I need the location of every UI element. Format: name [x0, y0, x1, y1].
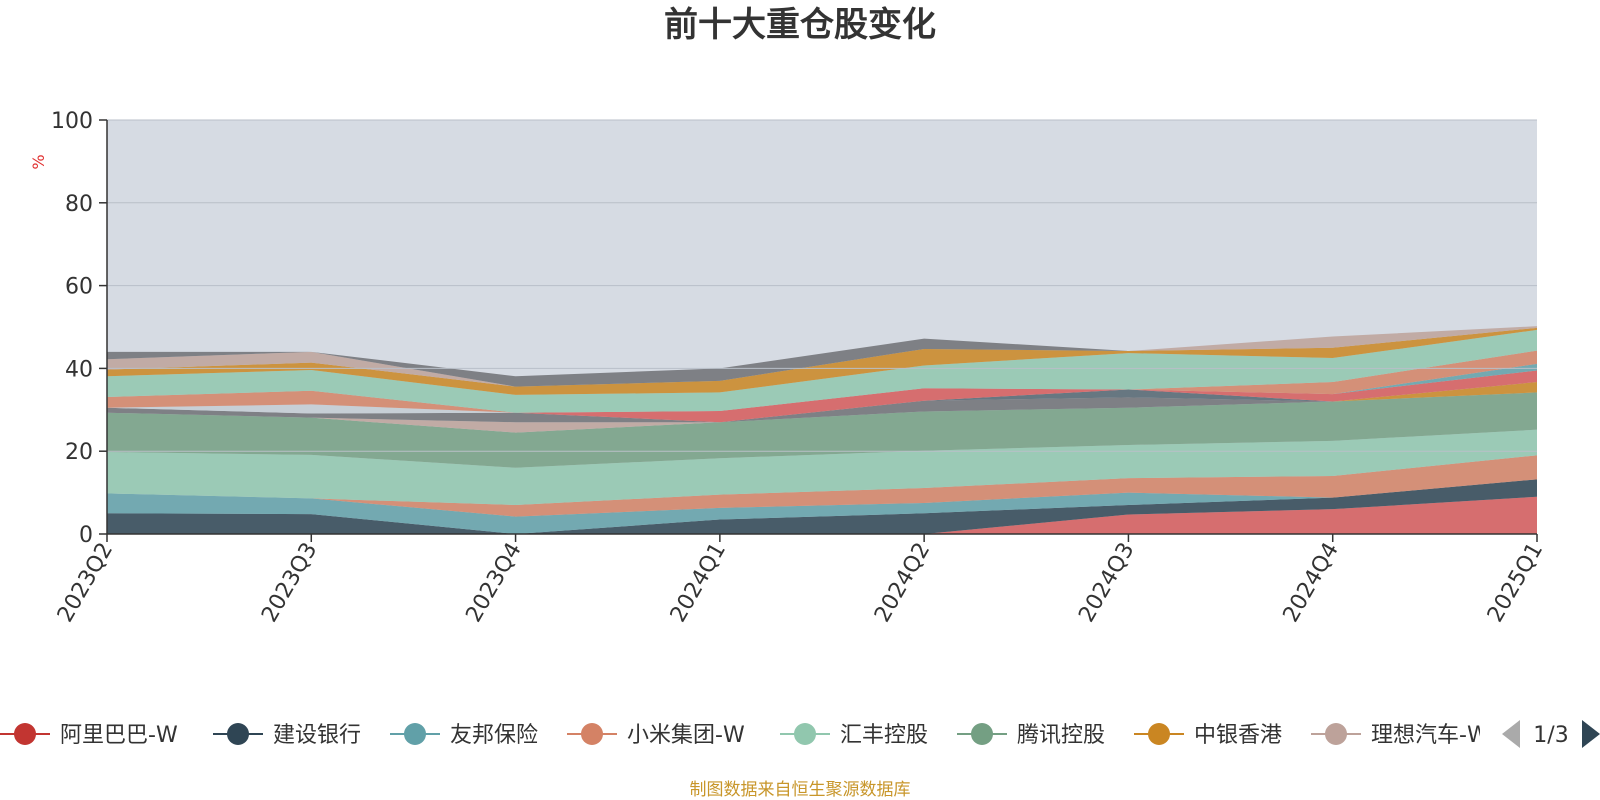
gridlines	[107, 119, 1537, 452]
x-tick-label: 2023Q2	[53, 539, 118, 627]
legend-item-6[interactable]: 腾讯控股	[957, 723, 1105, 748]
legend-label: 腾讯控股	[1017, 723, 1105, 748]
area-series-11	[107, 382, 1537, 423]
legend-page-indicator: 1/3	[1533, 723, 1568, 748]
y-tick-label: 60	[65, 275, 93, 300]
legend-item-5[interactable]: 汇丰控股	[780, 723, 928, 748]
area-series-12	[107, 370, 1537, 423]
x-tick-label: 2024Q3	[1074, 539, 1139, 627]
x-tick-label: 2024Q1	[666, 539, 731, 627]
area-series-15	[107, 329, 1537, 413]
y-tick-label: 100	[51, 109, 93, 134]
legend-item-2[interactable]: 建设银行	[213, 723, 361, 748]
x-tick-label: 2025Q1	[1483, 539, 1548, 627]
x-tick-label: 2023Q4	[461, 539, 526, 627]
legend-item-7[interactable]: 中银香港	[1134, 723, 1282, 748]
legend-marker	[794, 723, 816, 745]
legend-pager: 1/3	[1502, 720, 1600, 748]
legend-marker	[971, 723, 993, 745]
legend-marker	[1148, 723, 1170, 745]
legend-marker	[404, 723, 426, 745]
legend-item-3[interactable]: 友邦保险	[390, 723, 538, 748]
legend-item-1[interactable]: 阿里巴巴-W	[0, 723, 178, 748]
x-tick-label: 2024Q2	[870, 539, 935, 627]
legend-item-8[interactable]: 理想汽车-W	[1311, 723, 1489, 748]
area-series-group	[107, 326, 1537, 534]
area-series-4	[107, 455, 1537, 517]
source-note: 制图数据来自恒生聚源数据库	[690, 780, 911, 800]
x-tick-label: 2024Q4	[1279, 539, 1344, 627]
legend-marker	[581, 723, 603, 745]
area-series-5	[107, 429, 1537, 506]
legend-label: 小米集团-W	[627, 723, 745, 748]
legend-marker	[1325, 723, 1347, 745]
y-tick-label: 0	[79, 523, 93, 548]
area-series-1	[107, 496, 1537, 534]
legend-marker	[14, 723, 36, 745]
legend: 阿里巴巴-W 建设银行 友邦保险 小米集团-W 汇丰控股 腾讯控股 中银香港 理想汽车-W	[0, 723, 1489, 748]
y-tick-label: 40	[65, 357, 93, 382]
x-tick-label: 2023Q3	[257, 539, 322, 627]
legend-label: 阿里巴巴-W	[60, 723, 178, 748]
legend-label: 理想汽车-W	[1371, 723, 1489, 748]
area-series-9	[107, 382, 1537, 423]
legend-next-icon[interactable]	[1582, 720, 1600, 748]
legend-marker	[227, 723, 249, 745]
legend-label: 汇丰控股	[840, 723, 928, 748]
area-series-18	[107, 326, 1537, 387]
chart-title: 前十大重仓股变化	[664, 5, 936, 45]
y-axis-unit: %	[29, 154, 48, 169]
legend-label: 中银香港	[1194, 723, 1282, 748]
legend-prev-icon[interactable]	[1502, 720, 1520, 748]
legend-label: 建设银行	[273, 723, 361, 748]
area-series-6	[107, 392, 1537, 468]
legend-item-4[interactable]: 小米集团-W	[567, 723, 745, 748]
y-tick-label: 20	[65, 440, 93, 465]
legend-label: 友邦保险	[450, 723, 538, 748]
y-tick-label: 80	[65, 192, 93, 217]
area-series-3	[107, 479, 1537, 534]
area-series-2	[107, 479, 1537, 534]
